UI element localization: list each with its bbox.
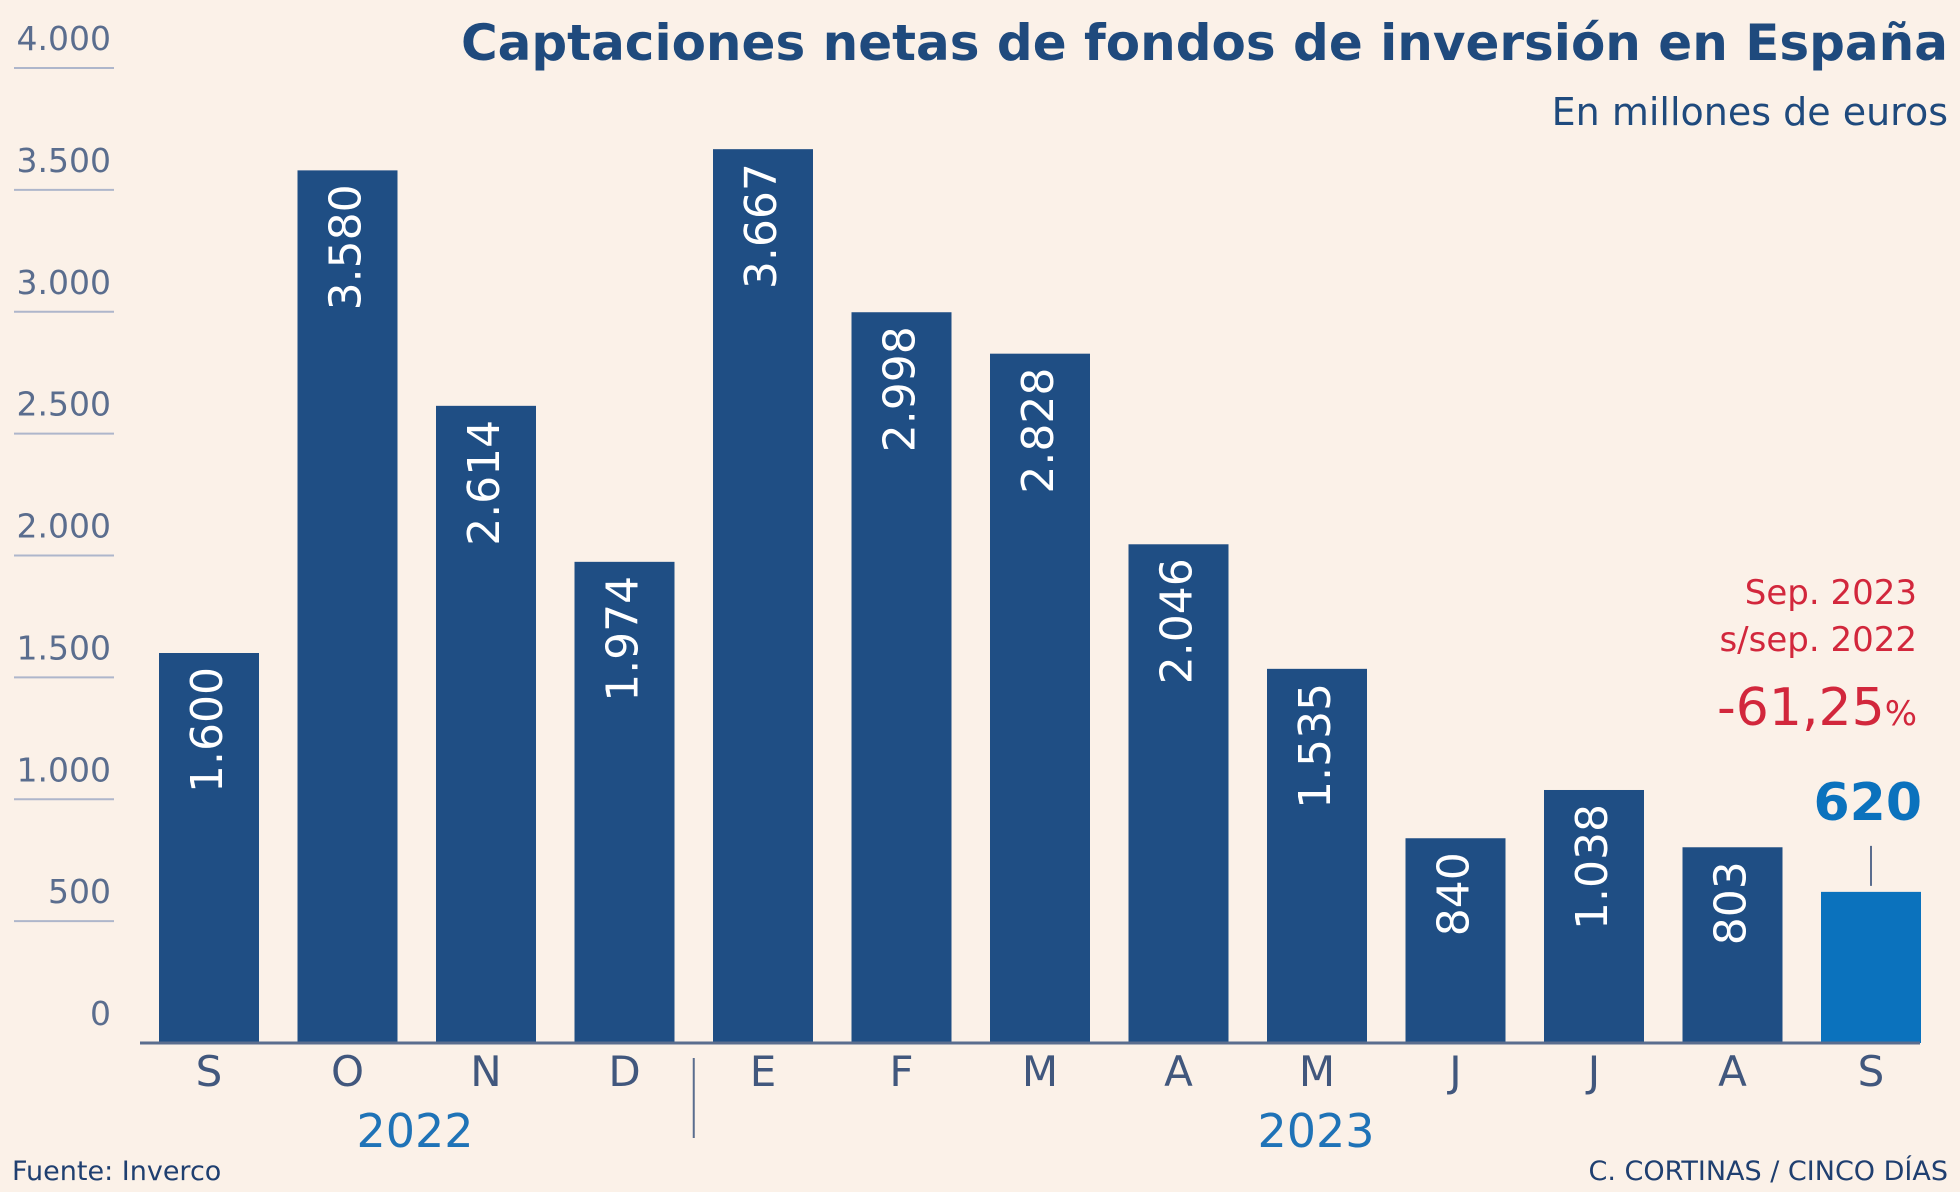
x-axis: S O N D E F M A M J J A S 2022 2023 — [140, 1041, 1920, 1158]
y-tick-label: 1.000 — [17, 750, 111, 789]
bar-value-label: 2.046 — [1152, 558, 1203, 684]
bar-value-label: 3.580 — [321, 184, 372, 310]
highlight-value-label: 620 — [1813, 773, 1922, 833]
y-tick-label: 3.500 — [17, 141, 111, 180]
bar — [1544, 789, 1644, 1043]
bar-value-label: 3.667 — [736, 163, 787, 289]
x-tick-label: A — [1718, 1047, 1747, 1096]
bar-value-label: 1.974 — [598, 576, 649, 702]
y-tick-label: 2.000 — [17, 507, 111, 546]
bar-value-label: 2.998 — [875, 326, 926, 452]
bars-layer: 1.600 3.580 2.614 1.974 3.667 2.998 2.828 2.046… — [159, 149, 1922, 1043]
x-tick-label: D — [608, 1047, 640, 1096]
chart-title: Captaciones netas de fondos de inversión… — [461, 14, 1948, 72]
annotation-line2: s/sep. 2022 — [1719, 620, 1917, 660]
bar-highlight — [1821, 891, 1921, 1043]
x-tick-label: A — [1164, 1047, 1193, 1096]
x-tick-label: F — [889, 1047, 913, 1096]
bar-value-label: 1.600 — [182, 667, 233, 793]
year-label: 2023 — [1257, 1104, 1374, 1158]
x-tick-label: M — [1022, 1047, 1058, 1096]
bar — [297, 170, 398, 1043]
source-note: Fuente: Inverco — [12, 1156, 221, 1187]
bar — [990, 353, 1090, 1043]
bar — [713, 149, 813, 1043]
x-tick-label: N — [470, 1047, 501, 1096]
credit-note: C. CORTINAS / CINCO DÍAS — [1588, 1155, 1948, 1187]
bar-value-label: 2.828 — [1013, 368, 1064, 494]
y-tick-label: 3.000 — [17, 263, 111, 302]
x-tick-label: J — [1446, 1047, 1461, 1096]
bar — [851, 312, 952, 1043]
bar — [159, 653, 259, 1043]
x-tick-label: M — [1299, 1047, 1335, 1096]
annotation-change-value: -61,25 — [1717, 678, 1885, 738]
y-tick-label: 500 — [48, 872, 111, 911]
annotation-line1: Sep. 2023 — [1745, 573, 1917, 613]
y-tick-label: 0 — [90, 994, 111, 1033]
x-tick-label: J — [1585, 1047, 1600, 1096]
x-tick-label: S — [1858, 1047, 1885, 1096]
year-label: 2022 — [356, 1104, 473, 1158]
bar — [574, 561, 675, 1043]
grid-layer: 0 500 1.000 1.500 2.000 2.500 3.000 3.500 4.000 — [14, 19, 114, 1033]
y-tick-label: 1.500 — [17, 628, 111, 667]
annotation-change: -61,25% — [1717, 678, 1917, 738]
bar-value-label: 1.535 — [1290, 683, 1341, 809]
annotation-change-unit: % — [1885, 694, 1917, 734]
x-tick-label: S — [196, 1047, 223, 1096]
chart-subtitle: En millones de euros — [1552, 90, 1948, 134]
bar-value-label: 840 — [1429, 852, 1480, 936]
x-tick-label: E — [750, 1047, 777, 1096]
bar — [1267, 668, 1367, 1043]
bar — [436, 405, 536, 1043]
bar — [1405, 838, 1506, 1043]
x-tick-label: O — [331, 1047, 364, 1096]
y-tick-label: 2.500 — [17, 385, 111, 424]
bar-value-label: 2.614 — [459, 420, 510, 546]
bar — [1128, 544, 1229, 1043]
bar-value-label: 803 — [1706, 861, 1757, 945]
bar — [1682, 847, 1783, 1043]
bar-value-label: 1.038 — [1567, 804, 1618, 930]
y-tick-label: 4.000 — [17, 19, 111, 58]
